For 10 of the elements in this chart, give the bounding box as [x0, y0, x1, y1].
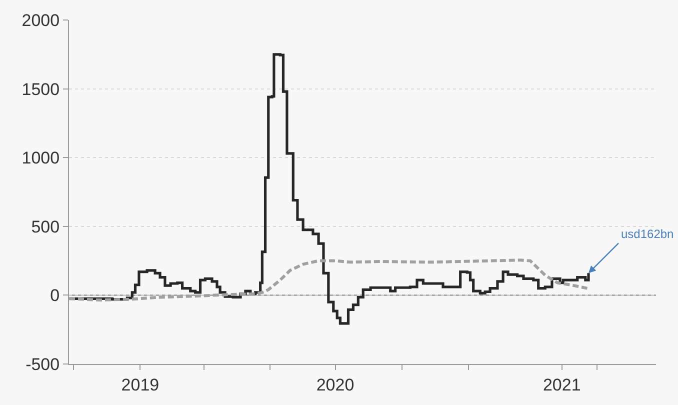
y-tick-label: 1500 [22, 80, 60, 99]
y-tick-label: 1000 [22, 148, 60, 168]
x-tick-label: 2019 [121, 375, 160, 394]
y-tick-label: 2000 [22, 10, 60, 30]
annotation: usd162bn [621, 227, 674, 241]
y-tick-label: -500 [26, 354, 60, 374]
y-tick-label: 0 [50, 286, 60, 306]
x-tick-label: 2021 [542, 375, 581, 394]
y-tick-label: 500 [31, 217, 60, 236]
x-tick-label: 2020 [316, 375, 354, 394]
